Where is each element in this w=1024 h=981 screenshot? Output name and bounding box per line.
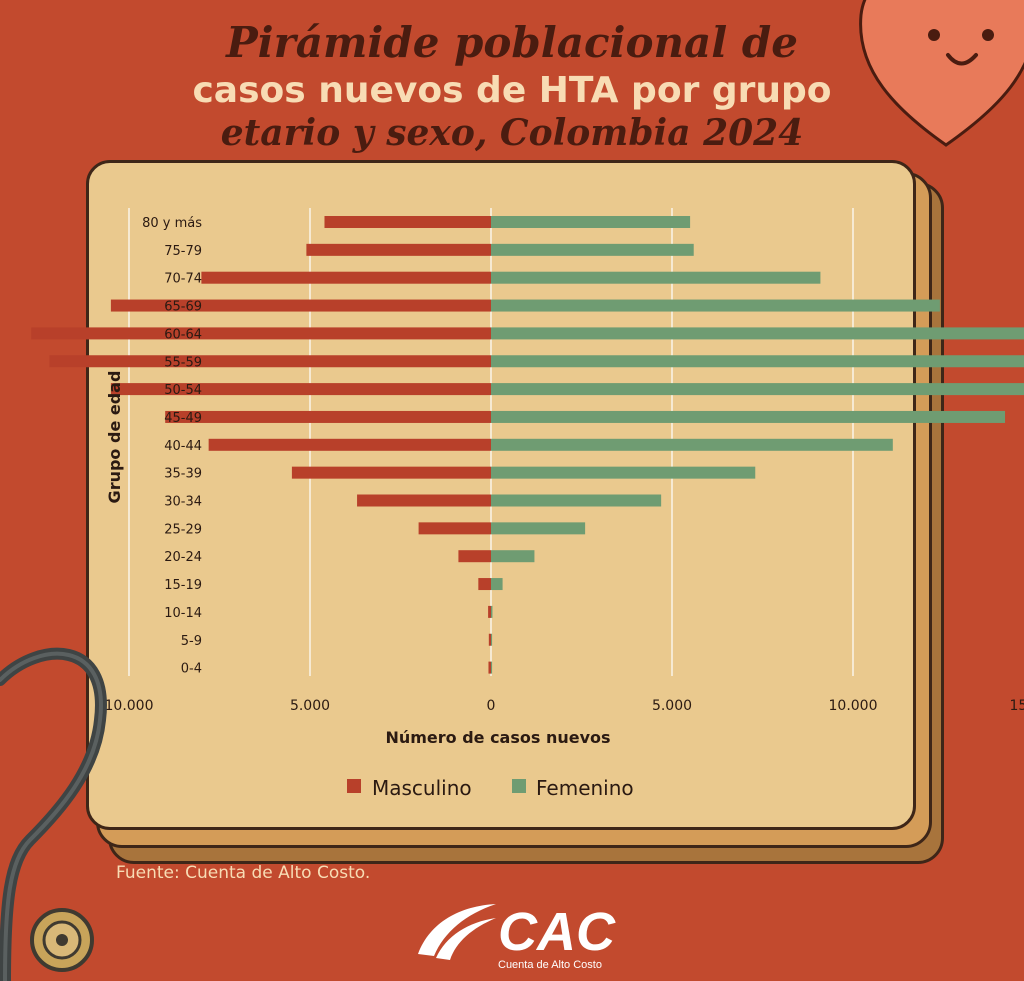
bar-femenino (491, 633, 493, 646)
x-tick-label: 5.000 (652, 698, 692, 714)
bar-femenino (491, 550, 535, 563)
bar-femenino (491, 661, 493, 674)
y-tick-label: 35-39 (164, 467, 202, 482)
cac-logo: CAC Cuenta de Alto Costo (418, 902, 616, 971)
source-note: Fuente: Cuenta de Alto Costo. (116, 863, 371, 883)
y-tick-label: 10-14 (164, 606, 202, 621)
y-tick-label: 65-69 (164, 300, 202, 315)
bar-femenino (491, 466, 756, 479)
bar-masculino (201, 271, 491, 284)
x-tick-label: 10.000 (105, 698, 154, 714)
bar-femenino (491, 271, 821, 284)
bar-masculino (306, 243, 491, 256)
chart-title-line-2: casos nuevos de HTA por grupo (192, 70, 832, 111)
bar-femenino (491, 383, 1024, 396)
bar-masculino (478, 578, 491, 591)
y-tick-label: 5-9 (181, 634, 202, 649)
legend-label-female: Femenino (536, 776, 634, 800)
bar-masculino (488, 661, 491, 674)
bar-femenino (491, 216, 691, 228)
x-tick-label: 15.000 (1010, 698, 1024, 714)
bar-femenino (491, 327, 1024, 340)
y-tick-label: 60-64 (164, 327, 202, 342)
bar-masculino (488, 633, 491, 646)
bar-masculino (208, 438, 491, 451)
bar-masculino (110, 299, 492, 312)
legend-swatch-male (347, 779, 361, 793)
chart-title-line-3: etario y sexo, Colombia 2024 (220, 112, 804, 154)
bar-femenino (491, 299, 940, 312)
bar-femenino (491, 243, 694, 256)
bar-masculino (458, 550, 491, 563)
legend-swatch-female (512, 779, 526, 793)
y-tick-label: 40-44 (164, 439, 202, 454)
y-tick-label: 15-19 (164, 578, 202, 593)
y-tick-label: 50-54 (164, 383, 202, 398)
y-tick-label: 0-4 (181, 662, 202, 677)
y-tick-label: 55-59 (164, 355, 202, 370)
bar-femenino (491, 522, 586, 535)
logo-subtitle: Cuenta de Alto Costo (498, 959, 602, 971)
y-tick-label: 70-74 (164, 272, 202, 287)
bar-masculino (357, 494, 491, 507)
bar-masculino (418, 522, 491, 535)
bar-masculino (291, 466, 491, 479)
logo-text: CAC (498, 902, 616, 962)
y-tick-label: 20-24 (164, 550, 202, 565)
y-tick-label: 75-79 (164, 244, 202, 259)
x-tick-label: 5.000 (290, 698, 330, 714)
bar-femenino (491, 410, 1006, 423)
bar-femenino (491, 438, 893, 451)
chart-title-line-1: Pirámide poblacional de (226, 18, 798, 67)
bar-masculino (31, 327, 491, 340)
bar-masculino (324, 216, 491, 228)
bar-femenino (491, 605, 493, 618)
y-tick-label: 45-49 (164, 411, 202, 426)
y-tick-label: 25-29 (164, 522, 202, 537)
bar-femenino (491, 578, 503, 591)
y-axis-label: Grupo de edad (105, 371, 124, 504)
bar-masculino (110, 383, 492, 396)
y-tick-label: 80 y más (142, 216, 202, 231)
bar-masculino (165, 410, 491, 423)
bar-femenino (491, 494, 662, 507)
x-tick-label: 0 (487, 698, 496, 714)
stethoscope-icon (0, 647, 107, 981)
bar-masculino (49, 355, 492, 368)
bar-masculino (488, 605, 491, 618)
legend: Masculino Femenino (347, 776, 634, 800)
x-axis-label: Número de casos nuevos (385, 728, 610, 747)
heart-face-icon (859, 0, 1024, 147)
x-tick-label: 10.000 (829, 698, 878, 714)
legend-label-male: Masculino (372, 776, 472, 800)
bar-femenino (491, 355, 1024, 368)
y-tick-label: 30-34 (164, 495, 202, 510)
